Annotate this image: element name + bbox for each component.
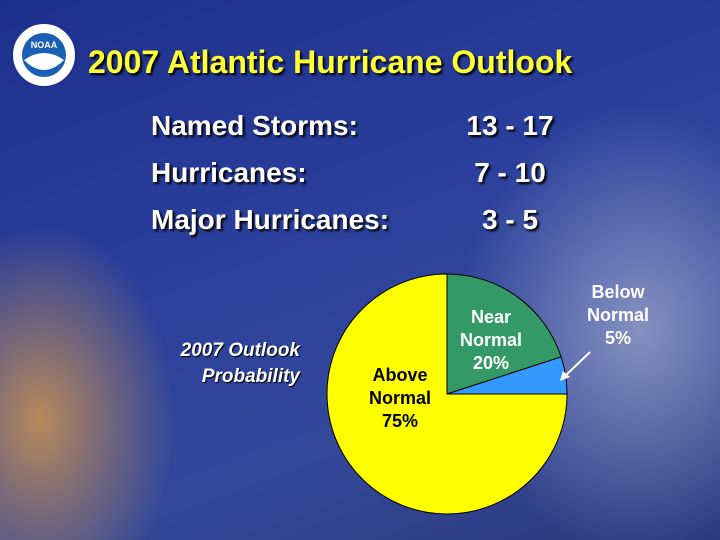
category-label: Above Normal (368, 365, 431, 408)
slide-title: 2007 Atlantic Hurricane Outlook (88, 44, 573, 80)
stat-label: Named Storms: (151, 110, 358, 141)
category-label: Below Normal (586, 282, 649, 325)
pie-slice (326, 273, 568, 515)
value-label: 75% (381, 411, 419, 431)
arrow-head (560, 371, 570, 381)
logo: NOAA (11, 22, 77, 88)
stat-label: Hurricanes: (151, 157, 307, 188)
category-label: Near Normal (459, 307, 522, 350)
stat-value: 7 - 10 (474, 157, 546, 188)
stat-value: 13 - 17 (466, 110, 554, 141)
logo-text: NOAA (31, 40, 58, 50)
chart-title: 2007 Outlook Probability (180, 340, 300, 387)
value-label: 5% (604, 328, 631, 348)
slice-label: Near Normal 20% (441, 306, 541, 375)
stat-value: 3 - 5 (481, 204, 539, 235)
stat-label: Major Hurricanes: (151, 204, 390, 235)
slice-label: Above Normal 75% (350, 364, 450, 433)
value-label: 20% (472, 353, 510, 373)
label-arrow (562, 351, 591, 379)
pie-slice (446, 273, 562, 395)
slice-label: Below Normal 5% (568, 281, 668, 350)
